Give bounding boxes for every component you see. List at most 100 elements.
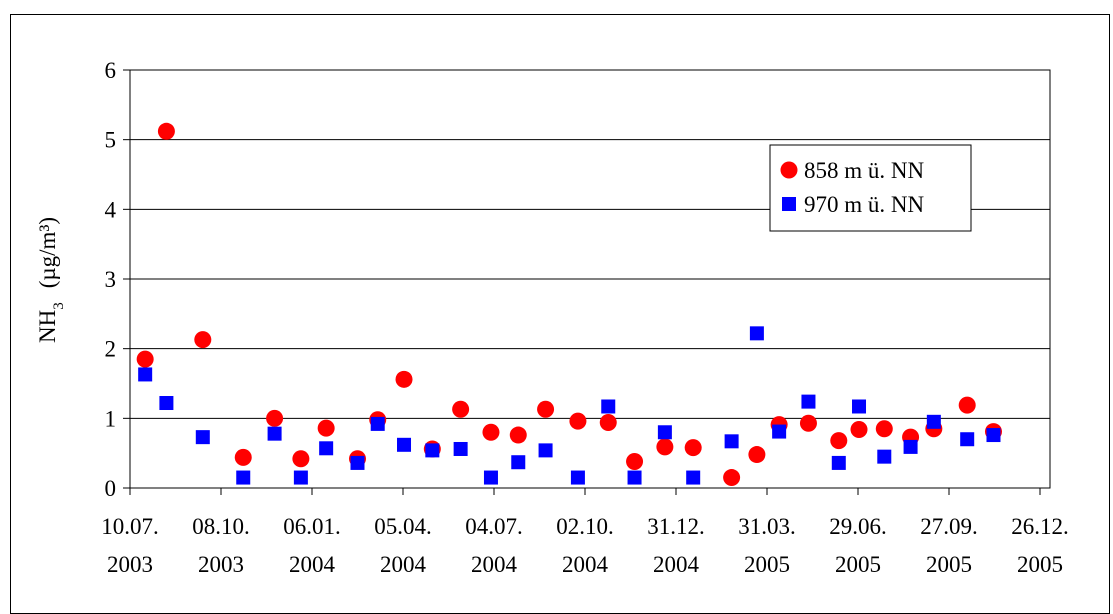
- series-1-point-27: [903, 439, 918, 454]
- series-0-point-20: [723, 469, 741, 487]
- series-0-point-26: [875, 420, 893, 438]
- x-axis: 10.07. 2003 08.10. 2003 06.01. 2004 05.04. 2004…: [101, 488, 1069, 577]
- legend-label-970: 970 m ü. NN: [804, 192, 925, 217]
- series-0-point-19: [684, 439, 702, 457]
- series-0-point-16: [599, 414, 617, 432]
- series-1-point-26: [877, 449, 892, 464]
- x-tick-label-1-line2: 2003: [198, 552, 244, 577]
- series-1-point-1: [159, 396, 174, 411]
- x-tick-label-5-line1: 02.10.: [556, 514, 614, 539]
- x-tick-label-0-line2: 2003: [107, 552, 153, 577]
- series-1-point-29: [960, 432, 975, 447]
- legend-marker-970: [782, 197, 796, 211]
- series-1-point-8: [370, 416, 385, 431]
- series-1-point-21: [749, 326, 764, 341]
- series-0-point-23: [799, 414, 817, 432]
- y-tick-label-3: 3: [105, 267, 117, 292]
- x-tick-label-2-line1: 06.01.: [283, 514, 341, 539]
- y-axis-title-sub: 3: [51, 302, 67, 310]
- series-1-point-2: [195, 430, 210, 445]
- series-1-point-19: [686, 470, 701, 485]
- x-tick-label-10-line1: 26.12.: [1011, 514, 1069, 539]
- series-1-point-5: [293, 470, 308, 485]
- series-1-point-9: [397, 437, 412, 452]
- series-0-point-11: [452, 400, 470, 418]
- series-0-point-3: [234, 448, 252, 466]
- x-tick-label-9-line1: 27.09.: [920, 514, 978, 539]
- x-tick-label-5-line2: 2004: [562, 552, 609, 577]
- x-tick-label-1-line1: 08.10.: [192, 514, 250, 539]
- series-1-point-11: [453, 441, 468, 456]
- series-0-point-17: [626, 453, 644, 471]
- y-tick-label-5: 5: [105, 128, 117, 153]
- x-tick-label-7-line1: 31.03.: [738, 514, 796, 539]
- x-tick-label-2-line2: 2004: [289, 552, 336, 577]
- x-tick-label-4-line1: 04.07.: [465, 514, 523, 539]
- y-axis-title: NH3 (µg/m³): [35, 217, 67, 343]
- series-0-point-15: [569, 412, 587, 430]
- gridlines: [130, 69, 1050, 419]
- x-tick-label-6-line1: 31.12.: [647, 514, 705, 539]
- series-1-point-6: [319, 441, 334, 456]
- x-tick-label-3-line2: 2004: [380, 552, 427, 577]
- series-0-point-4: [266, 409, 284, 427]
- legend: 858 m ü. NN 970 m ü. NN: [769, 144, 972, 232]
- series-1-point-14: [538, 443, 553, 458]
- series-1: [138, 326, 1001, 485]
- y-axis: 0 1 2 3 4 5 6: [105, 58, 130, 501]
- series-1-point-23: [801, 394, 816, 409]
- series-0-point-2: [194, 331, 212, 349]
- series-0-point-29: [958, 396, 976, 414]
- series-1-point-18: [657, 425, 672, 440]
- y-axis-title-unit: (µg/m³): [35, 217, 60, 288]
- legend-box: [769, 144, 972, 232]
- y-tick-label-4: 4: [105, 197, 117, 222]
- series-0-point-12: [482, 423, 500, 441]
- series-1-point-22: [772, 424, 787, 439]
- y-tick-label-6: 6: [105, 58, 117, 83]
- legend-marker-858: [780, 161, 798, 179]
- series-1-point-4: [267, 426, 282, 441]
- x-tick-label-7-line2: 2005: [744, 552, 790, 577]
- series-1-point-24: [831, 455, 846, 470]
- x-tick-label-0-line1: 10.07.: [101, 514, 159, 539]
- x-tick-label-10-line2: 2005: [1017, 552, 1063, 577]
- series-0-point-21: [748, 446, 766, 464]
- chart-frame: [10, 14, 1110, 614]
- x-tick-label-9-line2: 2005: [926, 552, 972, 577]
- legend-label-858: 858 m ü. NN: [804, 158, 925, 183]
- series-0-point-5: [292, 450, 310, 468]
- series-1-point-28: [926, 414, 941, 429]
- series-0-point-1: [157, 122, 175, 140]
- series-1-point-7: [350, 455, 365, 470]
- y-tick-label-1: 1: [105, 406, 117, 431]
- series-0-point-14: [537, 400, 555, 418]
- series-1-point-16: [601, 399, 616, 414]
- series-1-point-0: [138, 367, 153, 382]
- series-0-point-9: [395, 370, 413, 388]
- y-axis-title-main: NH: [35, 310, 60, 343]
- series-1-point-20: [724, 434, 739, 449]
- series-1-point-12: [483, 470, 498, 485]
- series-0-point-18: [656, 438, 674, 456]
- x-tick-label-8-line1: 29.06.: [829, 514, 887, 539]
- series-1-point-25: [852, 399, 867, 414]
- series-0-point-0: [136, 350, 154, 368]
- series-layer: [136, 122, 1002, 487]
- series-0-point-24: [830, 432, 848, 450]
- series-1-point-3: [236, 470, 251, 485]
- series-0-point-13: [509, 426, 527, 444]
- x-tick-label-3-line1: 05.04.: [374, 514, 432, 539]
- series-0-point-6: [317, 419, 335, 437]
- x-tick-label-8-line2: 2005: [835, 552, 881, 577]
- x-tick-label-4-line2: 2004: [471, 552, 518, 577]
- x-tick-label-6-line2: 2004: [653, 552, 700, 577]
- series-0-point-25: [850, 420, 868, 438]
- series-1-point-17: [627, 470, 642, 485]
- y-tick-label-2: 2: [105, 337, 117, 362]
- series-1-point-13: [511, 455, 526, 470]
- y-tick-label-0: 0: [105, 476, 117, 501]
- series-1-point-30: [986, 428, 1001, 443]
- series-1-point-15: [570, 470, 585, 485]
